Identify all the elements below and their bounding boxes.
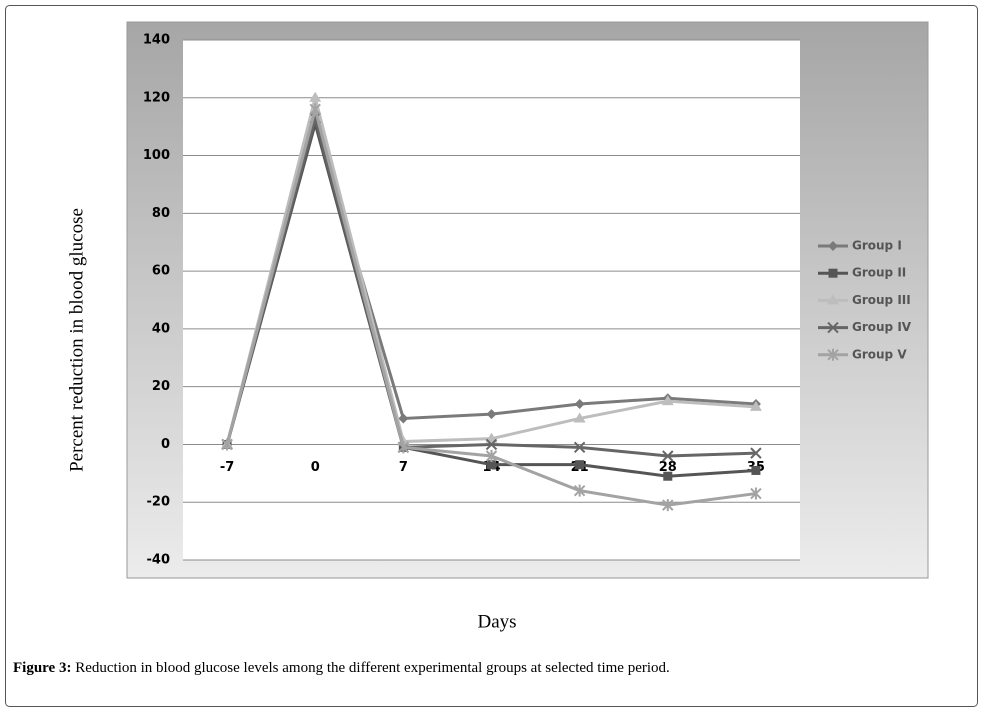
y-tick-label: 20 xyxy=(152,379,170,394)
series xyxy=(221,103,762,512)
marker xyxy=(398,413,409,424)
y-tick-label: 80 xyxy=(152,206,170,221)
y-tick-label: 120 xyxy=(143,90,170,105)
y-tick-label: 40 xyxy=(152,321,170,336)
y-tick-label: 60 xyxy=(152,264,170,279)
marker xyxy=(750,487,762,500)
marker xyxy=(573,484,586,497)
marker xyxy=(573,412,586,423)
legend-label: Group II xyxy=(852,266,906,280)
marker xyxy=(573,441,586,454)
marker xyxy=(751,465,761,475)
marker xyxy=(309,91,322,102)
legend-label: Group V xyxy=(852,347,907,361)
marker xyxy=(574,399,585,409)
legend-label: Group III xyxy=(852,293,911,307)
x-axis-label: Days xyxy=(477,611,516,632)
legend-label: Group IV xyxy=(852,320,912,334)
caption: Figure 3: Reduction in blood glucose lev… xyxy=(13,660,670,676)
y-tick-label: -20 xyxy=(147,495,171,510)
marker xyxy=(575,460,585,470)
x-tick-label: 7 xyxy=(399,460,408,475)
x-tick-label: 0 xyxy=(311,460,320,475)
marker xyxy=(397,441,410,454)
plot-area xyxy=(183,40,800,560)
marker xyxy=(662,499,674,512)
marker xyxy=(309,103,321,116)
marker xyxy=(221,438,233,451)
marker xyxy=(827,348,839,361)
y-tick-label: 100 xyxy=(143,148,170,163)
marker xyxy=(485,438,498,451)
marker xyxy=(663,471,673,481)
y-tick-label: 0 xyxy=(161,437,170,452)
legend-label: Group I xyxy=(852,239,902,253)
marker xyxy=(827,294,839,305)
marker xyxy=(661,395,674,406)
marker xyxy=(749,400,762,411)
marker xyxy=(486,409,497,420)
caption-label: Figure 3: xyxy=(13,660,71,676)
x-tick-label: 28 xyxy=(659,460,677,475)
marker xyxy=(750,447,762,459)
marker xyxy=(827,321,839,334)
y-axis-label: Percent reduction in blood glucose xyxy=(66,208,87,472)
caption-text: Reduction in blood glucose levels among … xyxy=(71,660,669,676)
marker xyxy=(485,450,498,462)
y-tick-label: -40 xyxy=(147,553,171,568)
marker xyxy=(487,460,496,470)
x-tick-label: -7 xyxy=(220,460,234,475)
marker xyxy=(828,241,838,251)
marker xyxy=(828,268,838,278)
y-tick-label: 140 xyxy=(143,33,170,48)
marker xyxy=(662,450,674,462)
